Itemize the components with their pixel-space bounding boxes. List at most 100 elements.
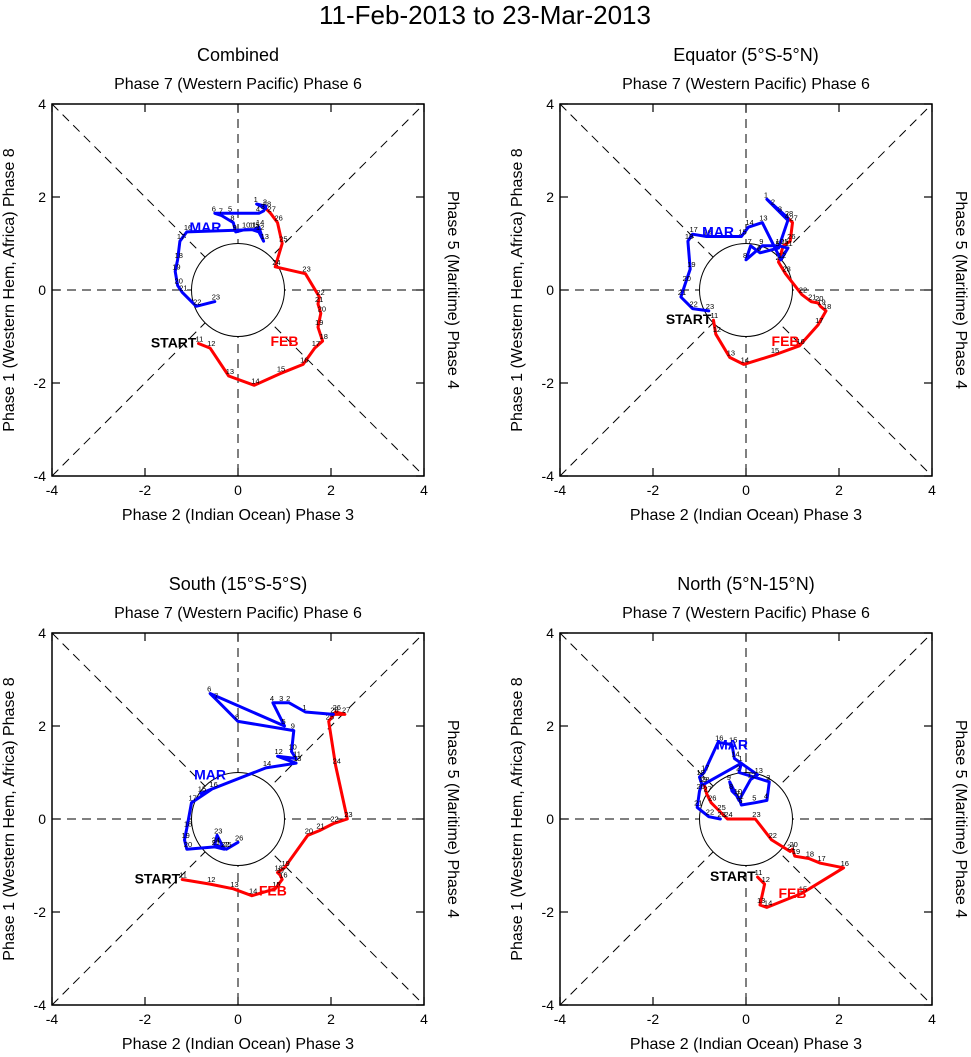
day-label: 13 [757,896,765,905]
day-label: 16 [300,355,308,364]
day-label: 11 [195,334,203,343]
day-label: 28 [785,209,793,218]
day-label: 15 [799,884,807,893]
x-tick-label: 4 [420,1011,428,1027]
bottom-axis-label: Phase 2 (Indian Ocean) Phase 3 [122,507,354,524]
y-tick-label: 2 [546,189,554,205]
day-label: 23 [212,293,220,302]
day-label: 20 [790,840,798,849]
day-label: 8 [743,251,747,260]
y-tick-label: 4 [546,625,554,641]
day-label: 16 [703,228,711,237]
day-label: 22 [193,297,201,306]
month-label: MAR [702,224,734,240]
day-label: 9 [291,722,295,731]
day-label: 20 [815,294,823,303]
right-axis-label: Phase 5 (Maritime) Phase 4 [444,191,461,389]
left-axis-label: Phase 1 (Western Hem, Africa) Phase 8 [1,148,18,431]
day-label: 17 [277,866,285,875]
day-label: 22 [799,286,807,295]
day-label: 19 [699,775,707,784]
day-label: 22 [690,300,698,309]
day-label: 4 [764,791,768,800]
day-label: 14 [745,218,753,227]
day-label: 18 [697,768,705,777]
day-label: 23 [302,265,310,274]
day-label: 19 [792,847,800,856]
day-label: 12 [762,875,770,884]
day-label: 15 [771,346,779,355]
day-label: 25 [223,840,231,849]
day-label: 25 [326,712,334,721]
day-label: 12 [275,747,283,756]
x-tick-label: -2 [139,1011,152,1027]
day-label: 15 [729,736,737,745]
day-label: 22 [706,808,714,817]
day-label: 26 [275,214,283,223]
y-tick-label: 0 [38,282,46,298]
day-label: 5 [228,204,232,213]
day-label: 14 [263,759,271,768]
day-label: 3 [279,694,283,703]
bottom-axis-label: Phase 2 (Indian Ocean) Phase 3 [122,1036,354,1053]
day-label: 18 [823,302,831,311]
day-label: 6 [757,244,761,253]
day-label: 5 [282,717,286,726]
day-label: 7 [219,207,223,216]
day-label: 18 [806,850,814,859]
day-label: 21 [316,822,324,831]
x-tick-label: 4 [928,482,936,498]
top-axis-label: Phase 7 (Western Pacific) Phase 6 [114,605,362,622]
y-tick-label: 4 [546,96,554,112]
day-label: 23 [783,265,791,274]
month-label: FEB [772,333,800,349]
day-label: 16 [279,870,287,879]
day-label: 15 [251,221,259,230]
day-label: 11 [785,239,793,248]
trajectory-mar [695,740,771,821]
day-label: 4 [270,694,274,703]
top-axis-label: Phase 7 (Western Pacific) Phase 6 [622,76,870,93]
day-label: 26 [787,232,795,241]
day-label: 13 [226,367,234,376]
bottom-axis-label: Phase 2 (Indian Ocean) Phase 3 [630,1036,862,1053]
y-tick-label: -4 [34,468,47,484]
day-label: 17 [189,794,197,803]
day-label: 24 [724,810,732,819]
day-label: 18 [685,232,693,241]
day-label: 9 [759,237,763,246]
day-label: 8 [729,782,733,791]
y-tick-label: 4 [38,625,46,641]
day-label: 13 [293,754,301,763]
day-label: 25 [780,237,788,246]
panel-title: North (5°N-15°N) [677,574,814,594]
panel-title: Combined [197,45,279,65]
day-label: 20 [184,840,192,849]
day-label: 9 [727,773,731,782]
day-label: 20 [305,826,313,835]
x-tick-label: 2 [835,482,843,498]
panel-title: Equator (5°S-5°N) [673,45,818,65]
day-label: 19 [687,260,695,269]
day-label: 21 [315,295,323,304]
day-label: 14 [731,750,739,759]
day-label: 20 [175,276,183,285]
y-tick-label: 2 [38,718,46,734]
day-label: 28 [330,705,338,714]
day-label: 15 [272,880,280,889]
trajectory-feb [702,782,846,909]
phase-panel: Equator (5°S-5°N) Phase 7 (Western Pacifi… [509,45,969,524]
day-label: 20 [683,274,691,283]
unit-circle [191,243,285,337]
day-label: 15 [198,784,206,793]
y-tick-label: -2 [542,375,555,391]
day-label: 14 [764,898,772,907]
day-label: 2 [771,197,775,206]
right-axis-label: Phase 5 (Maritime) Phase 4 [952,720,969,918]
day-label: 13 [261,232,269,241]
panel-title: South (15°S-5°S) [169,574,307,594]
day-label: 17 [690,225,698,234]
day-label: 7 [748,237,752,246]
y-tick-label: -2 [34,375,47,391]
trajectory-mar [183,692,335,851]
